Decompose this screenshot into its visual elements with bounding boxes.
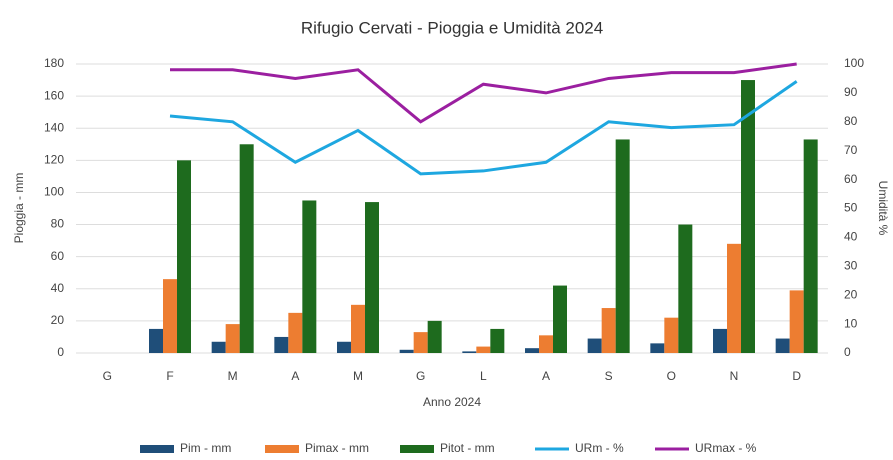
legend-swatch xyxy=(140,445,174,453)
legend-label: Pitot - mm xyxy=(440,441,495,455)
y-tick-label: 140 xyxy=(44,120,64,134)
x-tick-label: G xyxy=(416,369,425,383)
y2-tick-label: 80 xyxy=(844,114,858,128)
x-tick-label: N xyxy=(730,369,739,383)
legend-swatch xyxy=(400,445,434,453)
bar xyxy=(789,290,804,353)
y2-tick-label: 40 xyxy=(844,230,858,244)
bar xyxy=(727,243,741,353)
x-tick-label: S xyxy=(605,369,613,383)
y2-tick-label: 0 xyxy=(844,345,851,359)
line-series xyxy=(170,62,797,124)
y-tick-label: 80 xyxy=(51,217,65,231)
x-tick-label: F xyxy=(166,369,173,383)
bar xyxy=(664,317,679,353)
y2-tick-label: 30 xyxy=(844,258,858,272)
y2-tick-label: 70 xyxy=(844,143,858,157)
x-tick-label: O xyxy=(667,369,676,383)
bar xyxy=(462,351,477,353)
bar xyxy=(177,160,191,353)
bar xyxy=(351,304,365,353)
y-tick-label: 60 xyxy=(51,249,65,263)
y2-tick-label: 50 xyxy=(844,201,858,215)
x-axis-label: Anno 2024 xyxy=(423,395,481,409)
legend-label: URmax - % xyxy=(695,441,757,455)
bar xyxy=(413,332,428,353)
bar xyxy=(274,336,289,353)
bar xyxy=(365,202,379,353)
bar xyxy=(601,308,616,353)
x-tick-label: M xyxy=(353,369,363,383)
bar xyxy=(337,341,351,353)
y-tick-label: 160 xyxy=(44,88,64,102)
bar xyxy=(490,328,505,353)
bar xyxy=(239,144,254,353)
bar xyxy=(741,80,755,354)
chart-title: Rifugio Cervati - Pioggia e Umidità 2024 xyxy=(301,18,603,37)
y-tick-label: 40 xyxy=(51,281,65,295)
legend-swatch xyxy=(265,445,299,453)
legend-label: Pim - mm xyxy=(180,441,231,455)
bar xyxy=(211,341,226,353)
x-tick-label: A xyxy=(542,369,550,383)
bar xyxy=(615,139,630,353)
bar xyxy=(803,139,818,353)
bar xyxy=(525,348,539,353)
y2-tick-label: 20 xyxy=(844,287,858,301)
y2-axis-label: Umidità % xyxy=(876,181,890,236)
bar xyxy=(775,338,790,353)
x-tick-label: D xyxy=(792,369,801,383)
bar xyxy=(587,338,602,353)
y-tick-label: 100 xyxy=(44,185,64,199)
x-tick-label: L xyxy=(480,369,487,383)
bar xyxy=(553,285,567,353)
bar xyxy=(163,279,177,353)
bar xyxy=(539,335,553,353)
bar xyxy=(678,224,693,353)
bar xyxy=(713,328,727,353)
x-tick-label: M xyxy=(228,369,238,383)
bar xyxy=(476,346,491,353)
y2-tick-label: 100 xyxy=(844,56,864,70)
y-tick-label: 20 xyxy=(51,313,65,327)
y-axis-label: Pioggia - mm xyxy=(12,173,26,244)
bar xyxy=(149,328,163,353)
legend-label: Pimax - mm xyxy=(305,441,369,455)
bar xyxy=(399,349,414,353)
bar xyxy=(427,320,442,353)
bar xyxy=(650,343,665,353)
x-tick-label: A xyxy=(291,369,299,383)
bar xyxy=(288,312,303,353)
y-tick-label: 180 xyxy=(44,56,64,70)
y-tick-label: 120 xyxy=(44,153,64,167)
legend-label: URm - % xyxy=(575,441,624,455)
bar xyxy=(302,200,317,353)
y2-tick-label: 10 xyxy=(844,316,858,330)
y-tick-label: 0 xyxy=(57,345,64,359)
y2-tick-label: 60 xyxy=(844,172,858,186)
x-tick-label: G xyxy=(103,369,112,383)
bar xyxy=(225,324,240,353)
y2-tick-label: 90 xyxy=(844,85,858,99)
line-series xyxy=(169,80,798,176)
